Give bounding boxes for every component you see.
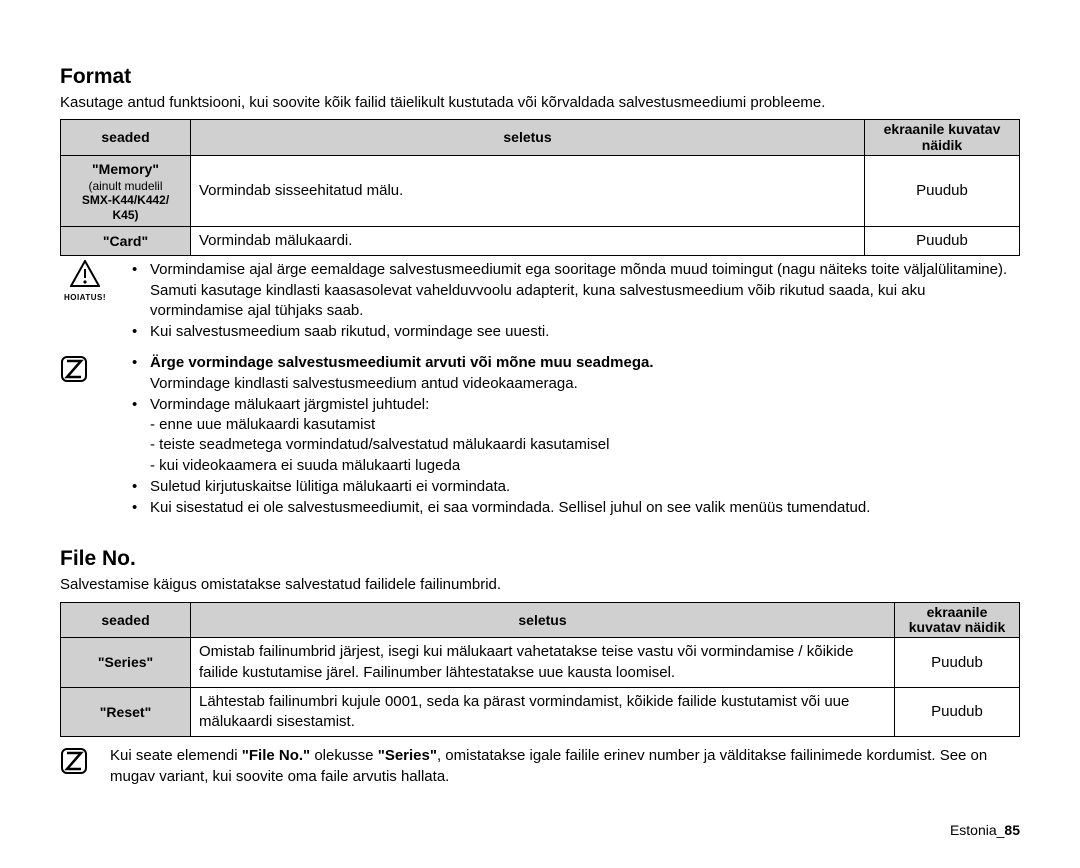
warning-list: Vormindamise ajal ärge eemaldage salvest…	[110, 260, 1020, 343]
row-label: "Series"	[98, 654, 153, 670]
fileno-note: Kui seate elemendi "File No." olekusse "…	[110, 745, 1020, 787]
note-icon	[60, 370, 88, 387]
warning-label: HOIATUS!	[60, 293, 110, 302]
fileno-title: File No.	[60, 547, 1020, 571]
fileno-intro: Salvestamise käigus omistatakse salvesta…	[60, 575, 1020, 595]
list-item: Vormindamise ajal ärge eemaldage salvest…	[150, 260, 1020, 321]
table-row: "Memory" (ainult mudelil SMX-K44/K442/ K…	[61, 156, 1020, 227]
list-item: Suletud kirjutuskaitse lülitiga mälukaar…	[150, 477, 870, 497]
row-indicator: Puudub	[865, 227, 1020, 256]
page-footer: Estonia_85	[950, 822, 1020, 838]
table-row: "Card" Vormindab mälukaardi. Puudub	[61, 227, 1020, 256]
row-sub: (ainult mudelil	[69, 179, 182, 193]
note-block: Ärge vormindage salvestusmeediumit arvut…	[60, 353, 1020, 519]
row-desc: Omistab failinumbrid järjest, isegi kui …	[191, 638, 895, 688]
row-desc: Lähtestab failinumbri kujule 0001, seda …	[191, 687, 895, 737]
format-table: seaded seletus ekraanile kuvatav näidik …	[60, 119, 1020, 256]
warning-block: HOIATUS! Vormindamise ajal ärge eemaldag…	[60, 260, 1020, 343]
row-indicator: Puudub	[865, 156, 1020, 227]
warning-icon	[70, 260, 100, 291]
row-sub: K45)	[69, 208, 182, 222]
fileno-table: seaded seletus ekraanile kuvatav näidik …	[60, 602, 1020, 738]
th-seaded: seaded	[61, 602, 191, 638]
row-indicator: Puudub	[895, 687, 1020, 737]
th-seletus: seletus	[191, 602, 895, 638]
format-intro: Kasutage antud funktsiooni, kui soovite …	[60, 93, 1020, 113]
list-item: Ärge vormindage salvestusmeediumit arvut…	[150, 353, 870, 394]
format-title: Format	[60, 65, 1020, 89]
note-block: Kui seate elemendi "File No." olekusse "…	[60, 745, 1020, 787]
list-item: Kui salvestusmeedium saab rikutud, vormi…	[150, 322, 1020, 342]
row-label: "Reset"	[100, 704, 151, 720]
row-desc: Vormindab mälukaardi.	[191, 227, 865, 256]
note-list: Ärge vormindage salvestusmeediumit arvut…	[110, 353, 870, 519]
table-row: "Series" Omistab failinumbrid järjest, i…	[61, 638, 1020, 688]
th-naidik: ekraanile kuvatav näidik	[895, 602, 1020, 638]
row-indicator: Puudub	[895, 638, 1020, 688]
row-desc: Vormindab sisseehitatud mälu.	[191, 156, 865, 227]
row-label: "Card"	[103, 233, 148, 249]
th-seletus: seletus	[191, 120, 865, 156]
list-item: Kui sisestatud ei ole salvestusmeediumit…	[150, 498, 870, 518]
table-row: "Reset" Lähtestab failinumbri kujule 000…	[61, 687, 1020, 737]
th-naidik: ekraanile kuvatav näidik	[865, 120, 1020, 156]
row-label: "Memory"	[92, 161, 159, 177]
note-icon	[60, 762, 88, 779]
list-item: Vormindage mälukaart järgmistel juhtudel…	[150, 395, 870, 476]
row-sub: SMX-K44/K442/	[69, 193, 182, 207]
th-seaded: seaded	[61, 120, 191, 156]
